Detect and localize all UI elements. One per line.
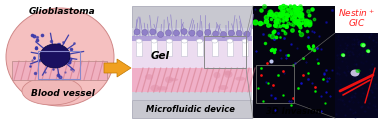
Ellipse shape (189, 30, 195, 36)
Ellipse shape (242, 39, 248, 43)
Ellipse shape (150, 85, 160, 92)
Ellipse shape (350, 69, 359, 77)
Bar (132, 28, 252, 36)
Bar (335, 33, 378, 118)
Bar (242, 41, 248, 56)
Bar (227, 41, 233, 56)
Ellipse shape (214, 72, 220, 78)
Bar (253, 6, 335, 118)
Ellipse shape (181, 39, 187, 43)
Bar (197, 41, 203, 56)
Bar (132, 36, 252, 68)
Text: Blood vessel: Blood vessel (31, 89, 95, 98)
Bar (132, 100, 252, 118)
Ellipse shape (6, 8, 114, 106)
Text: $\mathit{GIC}$: $\mathit{GIC}$ (347, 17, 366, 29)
Ellipse shape (166, 39, 172, 43)
Ellipse shape (235, 77, 245, 81)
Bar (38, 51, 80, 79)
Text: Glioblastoma: Glioblastoma (29, 7, 95, 15)
Ellipse shape (22, 77, 82, 105)
Polygon shape (104, 59, 131, 77)
Ellipse shape (227, 39, 233, 43)
Ellipse shape (151, 39, 157, 43)
Ellipse shape (181, 29, 187, 35)
Bar (151, 41, 157, 56)
Ellipse shape (218, 85, 228, 90)
Bar (132, 36, 252, 41)
Text: 3D Invasion: 3D Invasion (266, 107, 322, 115)
Bar (166, 41, 172, 56)
Bar (256, 65, 294, 103)
Text: $\mathit{Nestin}^+$: $\mathit{Nestin}^+$ (338, 7, 375, 19)
Bar (212, 41, 218, 56)
Ellipse shape (134, 29, 140, 35)
Bar (12, 61, 107, 80)
Ellipse shape (173, 30, 179, 36)
Bar (132, 92, 252, 100)
Text: Gel: Gel (150, 51, 169, 61)
Ellipse shape (197, 39, 203, 43)
Ellipse shape (224, 70, 231, 76)
Bar (132, 6, 252, 28)
Ellipse shape (165, 76, 173, 83)
Ellipse shape (136, 39, 142, 43)
Ellipse shape (366, 49, 370, 53)
Bar (132, 68, 252, 92)
Ellipse shape (341, 53, 345, 57)
Ellipse shape (244, 31, 250, 37)
Ellipse shape (197, 31, 203, 36)
Ellipse shape (212, 39, 218, 43)
Ellipse shape (205, 29, 211, 35)
Ellipse shape (142, 29, 148, 35)
Bar (181, 41, 187, 56)
Ellipse shape (157, 86, 167, 91)
Ellipse shape (169, 78, 178, 81)
Ellipse shape (360, 43, 366, 47)
Ellipse shape (236, 30, 242, 36)
Bar (204, 36, 246, 68)
Ellipse shape (158, 31, 164, 38)
Ellipse shape (166, 30, 172, 36)
Ellipse shape (228, 30, 234, 36)
Ellipse shape (355, 69, 361, 73)
Ellipse shape (150, 29, 156, 35)
Ellipse shape (212, 31, 218, 37)
Text: Microfluidic device: Microfluidic device (146, 105, 234, 114)
Ellipse shape (224, 71, 232, 78)
Bar (136, 41, 142, 56)
Ellipse shape (220, 31, 226, 37)
Ellipse shape (145, 74, 153, 80)
Ellipse shape (40, 44, 70, 68)
